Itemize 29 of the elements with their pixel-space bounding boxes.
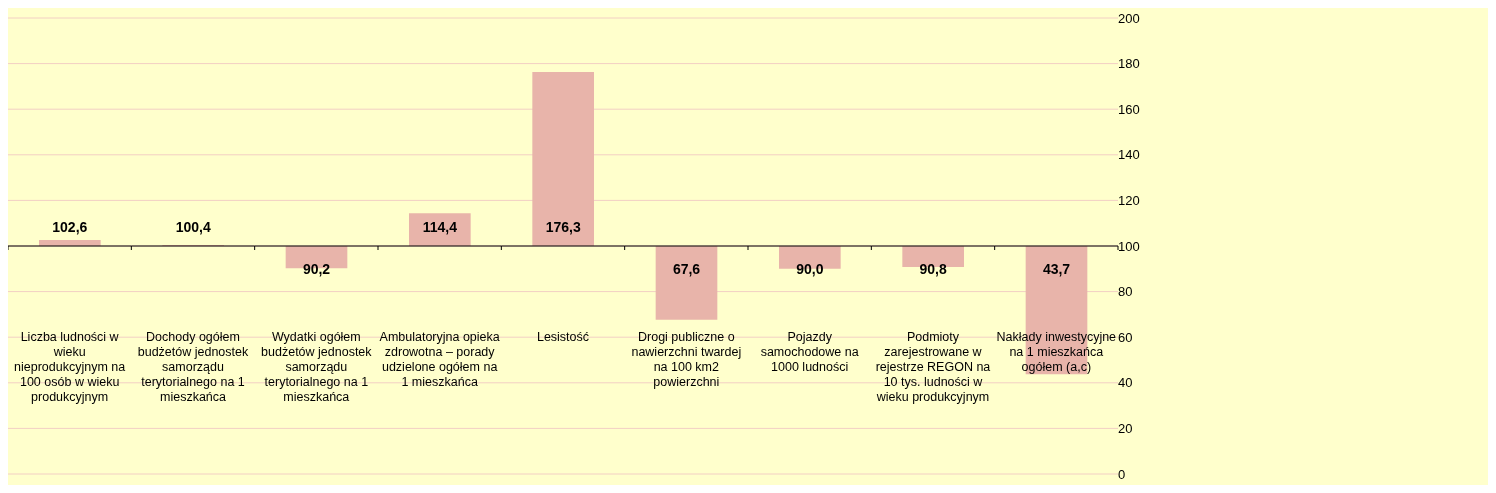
data-label: 176,3 <box>545 219 581 235</box>
x-tick-label: Drogi publiczne o nawierzchni twardej na 100 km2 powierzchni <box>631 330 742 389</box>
x-tick-label: Podmioty zarejestrowane w rejestrze REGON na 10 tys. ludności w wieku produkcyjnym <box>875 330 991 404</box>
y-tick-label: 40 <box>1118 375 1133 391</box>
data-label: 90,0 <box>796 261 824 277</box>
y-tick-label: 80 <box>1118 284 1133 300</box>
x-tick-label: Nakłady inwestycyjne na 1 mieszkańca ogółem (a,c) <box>996 330 1117 374</box>
x-tick-label: Dochody ogółem budżetów jednostek samorządu terytorialnego na 1 mieszkańca <box>137 330 249 404</box>
x-tick-label: Lesistość <box>536 330 590 344</box>
data-label: 43,7 <box>1042 261 1071 277</box>
y-tick-label: 140 <box>1118 147 1140 163</box>
x-tick-label: Wydatki ogółem budżetów jednostek samorządu terytorialnego na 1 mieszkańca <box>261 330 373 404</box>
x-tick-label: Ambulatoryjna opieka zdrowotna – porady udzielone ogółem na 1 mieszkańca <box>379 330 500 389</box>
x-tick-label: Liczba ludności w wieku nieprodukcyjnym na 100 osób w wieku produkcyjnym <box>14 330 126 404</box>
y-tick-label: 200 <box>1118 10 1140 26</box>
y-tick-label: 0 <box>1118 466 1126 482</box>
y-tick-label: 180 <box>1118 56 1140 72</box>
x-tick-label: Pojazdy samochodowe na 1000 ludności <box>760 330 859 374</box>
data-label: 102,6 <box>52 219 88 235</box>
data-label: 90,2 <box>302 261 331 277</box>
data-label: 114,4 <box>422 219 458 235</box>
data-label: 100,4 <box>175 219 211 235</box>
y-tick-label: 60 <box>1118 329 1133 345</box>
y-tick-label: 20 <box>1118 421 1133 437</box>
y-tick-label: 100 <box>1118 238 1140 254</box>
y-tick-label: 120 <box>1118 193 1140 209</box>
data-label: 67,6 <box>672 261 701 277</box>
data-label: 90,8 <box>919 261 947 277</box>
y-tick-label: 160 <box>1118 101 1140 117</box>
